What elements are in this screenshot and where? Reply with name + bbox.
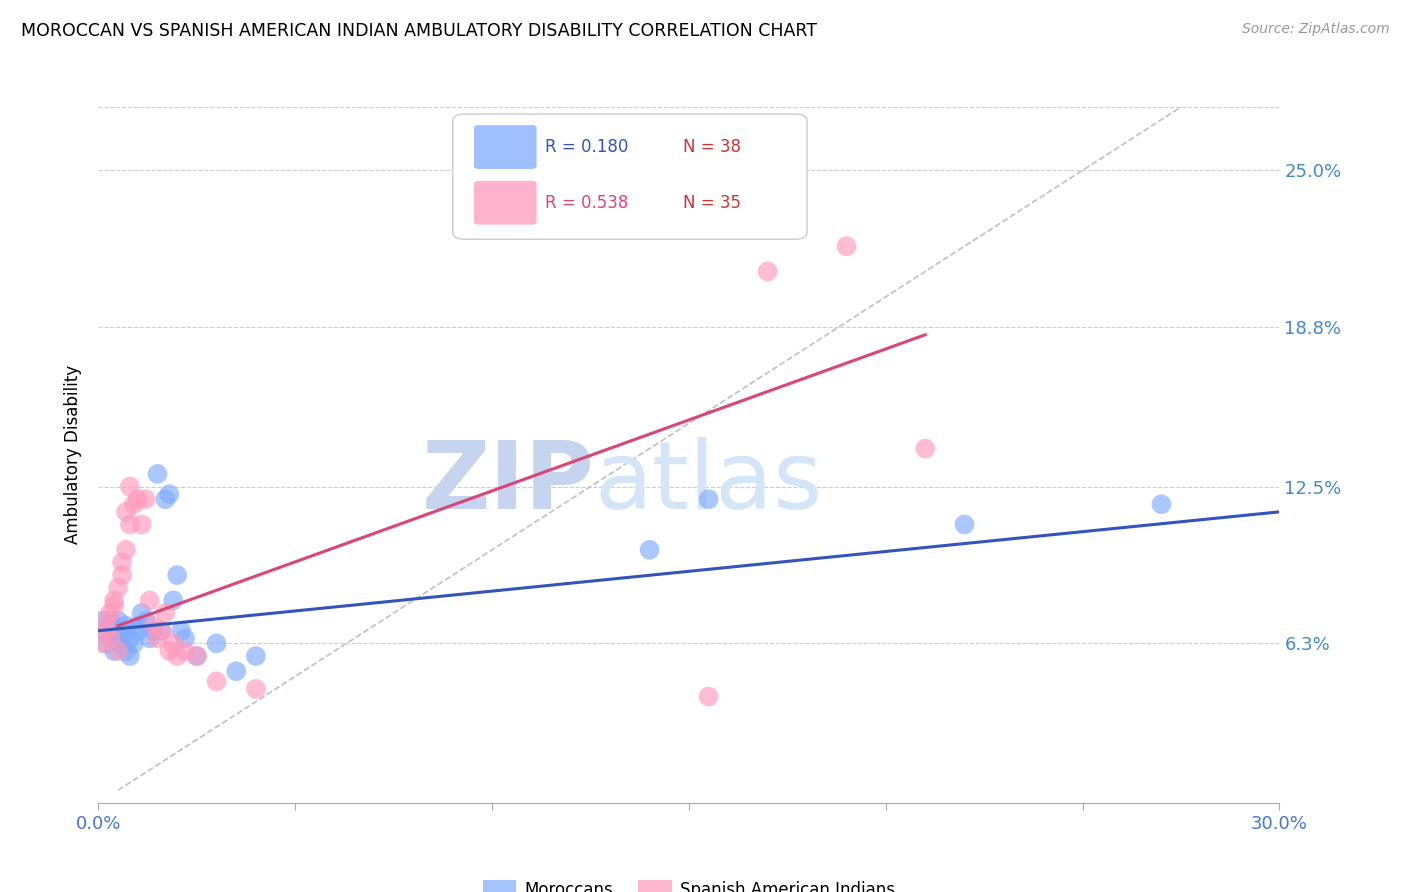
Point [98, 614, 121, 628]
Point [174, 644, 197, 658]
Point [107, 644, 129, 658]
Point [111, 636, 134, 650]
Point [115, 618, 138, 632]
Point [122, 636, 145, 650]
Point [131, 517, 153, 532]
Point [697, 492, 720, 507]
Point [127, 624, 149, 638]
FancyBboxPatch shape [453, 114, 807, 239]
FancyBboxPatch shape [474, 181, 537, 225]
Point [103, 593, 125, 607]
Point [115, 644, 138, 658]
Point [835, 239, 858, 253]
Point [127, 492, 149, 507]
Point [135, 492, 157, 507]
Point [111, 624, 134, 638]
Text: Source: ZipAtlas.com: Source: ZipAtlas.com [1241, 22, 1389, 37]
Point [170, 624, 193, 638]
Point [127, 618, 149, 632]
Legend: Moroccans, Spanish American Indians: Moroccans, Spanish American Indians [477, 874, 901, 892]
Text: MOROCCAN VS SPANISH AMERICAN INDIAN AMBULATORY DISABILITY CORRELATION CHART: MOROCCAN VS SPANISH AMERICAN INDIAN AMBU… [21, 22, 817, 40]
Point [186, 648, 208, 663]
Point [115, 542, 138, 557]
Point [157, 644, 180, 658]
Point [138, 632, 160, 646]
Point [914, 442, 936, 456]
Point [205, 674, 228, 689]
Point [142, 624, 165, 638]
Point [953, 517, 976, 532]
Point [205, 636, 228, 650]
Point [157, 487, 180, 501]
Point [142, 618, 165, 632]
Point [91, 614, 114, 628]
Point [111, 556, 134, 570]
Text: R = 0.538: R = 0.538 [546, 194, 628, 212]
Point [166, 568, 188, 582]
Text: N = 38: N = 38 [683, 137, 741, 156]
Text: atlas: atlas [595, 437, 823, 529]
Point [146, 632, 169, 646]
Text: R = 0.180: R = 0.180 [546, 137, 628, 156]
Point [103, 644, 125, 658]
Point [150, 624, 173, 638]
Point [150, 624, 173, 638]
Point [96, 614, 118, 628]
Y-axis label: Ambulatory Disability: Ambulatory Disability [65, 366, 83, 544]
Point [155, 606, 177, 620]
Point [103, 599, 125, 613]
Point [146, 467, 169, 481]
Point [118, 648, 141, 663]
Point [111, 568, 134, 582]
Point [138, 593, 160, 607]
Point [245, 648, 267, 663]
Point [107, 581, 129, 595]
Point [91, 636, 114, 650]
Point [98, 632, 121, 646]
Point [115, 505, 138, 519]
Point [98, 606, 121, 620]
Point [166, 648, 188, 663]
Point [96, 624, 118, 638]
Point [186, 648, 208, 663]
Point [225, 665, 247, 679]
Point [107, 636, 129, 650]
Point [162, 593, 184, 607]
Point [155, 492, 177, 507]
Point [756, 264, 779, 278]
Point [98, 632, 121, 646]
Point [245, 681, 267, 696]
FancyBboxPatch shape [474, 125, 537, 169]
Point [103, 624, 125, 638]
Point [131, 606, 153, 620]
Text: N = 35: N = 35 [683, 194, 741, 212]
Point [118, 632, 141, 646]
Point [118, 479, 141, 493]
Point [107, 614, 129, 628]
Point [1150, 497, 1173, 511]
Point [122, 497, 145, 511]
Point [162, 636, 184, 650]
Point [96, 636, 118, 650]
Point [697, 690, 720, 704]
Point [174, 632, 197, 646]
Point [638, 542, 661, 557]
Point [135, 614, 157, 628]
Point [96, 624, 118, 638]
Point [118, 517, 141, 532]
Text: ZIP: ZIP [422, 437, 595, 529]
